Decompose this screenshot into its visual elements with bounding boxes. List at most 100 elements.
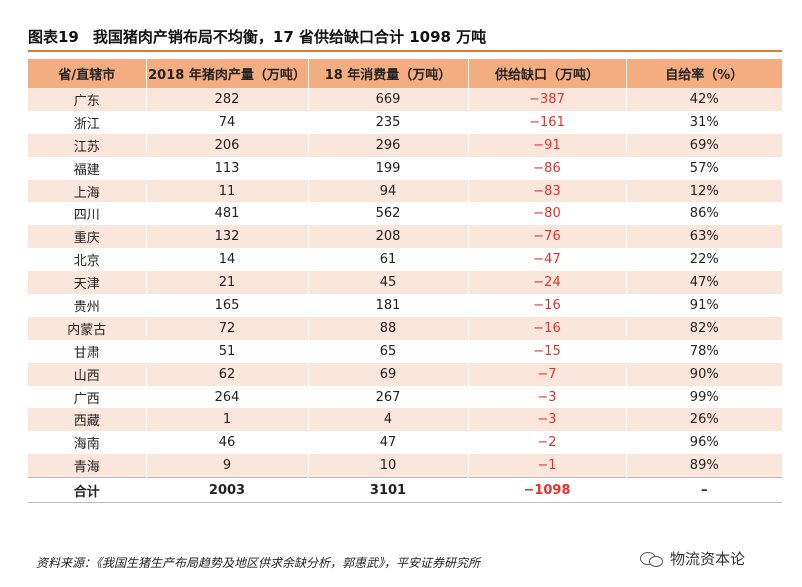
header-province: 省/直辖市 xyxy=(28,59,147,88)
table-row: 浙江 74 235 −161 31% xyxy=(28,110,782,134)
cell-province: 北京 xyxy=(28,248,147,272)
pork-supply-table: 省/直辖市 2018 年猪肉产量（万吨） 18 年消费量（万吨） 供给缺口（万吨… xyxy=(28,59,782,504)
table-row: 西藏 1 4 −3 26% xyxy=(28,408,782,432)
cell-self-sufficiency: 91% xyxy=(626,294,782,317)
table-row: 山西 62 69 −7 90% xyxy=(28,362,782,386)
cell-production: 282 xyxy=(146,88,309,111)
cell-production: 1 xyxy=(146,408,309,432)
figure-title-text: 我国猪肉产销布局不均衡，17 省供给缺口合计 1098 万吨 xyxy=(92,27,487,46)
cell-gap: −16 xyxy=(468,294,627,317)
header-production: 2018 年猪肉产量（万吨） xyxy=(146,59,309,88)
cell-production: 21 xyxy=(146,271,309,295)
cell-province: 内蒙古 xyxy=(28,316,147,340)
cell-production: 51 xyxy=(146,339,309,363)
cell-production: 9 xyxy=(146,454,309,478)
cell-gap: −7 xyxy=(468,362,627,386)
cell-gap: −76 xyxy=(468,225,627,249)
cell-consumption: 65 xyxy=(308,339,469,363)
table-row: 重庆 132 208 −76 63% xyxy=(28,225,782,249)
header-self-sufficiency: 自给率（%） xyxy=(626,59,782,88)
cell-province: 山西 xyxy=(28,362,147,386)
cell-self-sufficiency: 47% xyxy=(626,271,782,295)
cell-production: 62 xyxy=(146,362,309,386)
table-body: 广东 282 669 −387 42% 浙江 74 235 −161 31% 江苏 206 296 −91… xyxy=(28,88,782,504)
cell-province: 甘肃 xyxy=(28,339,147,363)
figure-number: 图表19 xyxy=(28,27,79,46)
cell-gap: −16 xyxy=(468,316,627,340)
cell-self-sufficiency: 42% xyxy=(626,88,782,111)
cell-self-sufficiency: 99% xyxy=(626,385,782,409)
cell-consumption: 61 xyxy=(308,248,469,272)
table-row: 北京 14 61 −47 22% xyxy=(28,248,782,272)
cell-self-sufficiency: 26% xyxy=(626,408,782,432)
cell-consumption: 199 xyxy=(308,156,469,180)
cell-production: 165 xyxy=(146,294,309,317)
cell-self-sufficiency: 90% xyxy=(626,362,782,386)
cell-consumption: 267 xyxy=(308,385,469,409)
cell-consumption: 88 xyxy=(308,316,469,340)
cell-production: 481 xyxy=(146,202,309,226)
cell-gap: −83 xyxy=(468,179,627,203)
table-row: 海南 46 47 −2 96% xyxy=(28,431,782,455)
table-row: 天津 21 45 −24 47% xyxy=(28,271,782,295)
cell-province: 江苏 xyxy=(28,133,147,157)
cell-consumption: 669 xyxy=(308,88,469,111)
cell-production: 113 xyxy=(146,156,309,180)
table-row: 四川 481 562 −80 86% xyxy=(28,202,782,226)
cell-self-sufficiency: 86% xyxy=(626,202,782,226)
cell-production: 46 xyxy=(146,431,309,455)
cell-self-sufficiency: 31% xyxy=(626,110,782,134)
table-row: 青海 9 10 −1 89% xyxy=(28,454,782,478)
cell-production: 206 xyxy=(146,133,309,157)
cell-consumption: 4 xyxy=(308,408,469,432)
total-cell-gap: −1098 xyxy=(468,477,627,504)
total-cell-production: 2003 xyxy=(146,477,309,504)
cell-consumption: 10 xyxy=(308,454,469,478)
cell-gap: −47 xyxy=(468,248,627,272)
cell-consumption: 69 xyxy=(308,362,469,386)
cell-production: 132 xyxy=(146,225,309,249)
cell-production: 11 xyxy=(146,179,309,203)
cell-province: 广东 xyxy=(28,88,147,111)
cell-gap: −86 xyxy=(468,156,627,180)
cell-consumption: 45 xyxy=(308,271,469,295)
cell-self-sufficiency: 69% xyxy=(626,133,782,157)
cell-gap: −161 xyxy=(468,110,627,134)
cell-self-sufficiency: 63% xyxy=(626,225,782,249)
cell-production: 74 xyxy=(146,110,309,134)
watermark-text: 物流资本论 xyxy=(670,550,746,568)
cell-consumption: 562 xyxy=(308,202,469,226)
cell-province: 天津 xyxy=(28,271,147,295)
cell-production: 14 xyxy=(146,248,309,272)
cell-gap: −15 xyxy=(468,339,627,363)
total-cell-self-sufficiency: – xyxy=(626,477,782,504)
table-row: 贵州 165 181 −16 91% xyxy=(28,294,782,317)
cell-province: 上海 xyxy=(28,179,147,203)
cell-gap: −24 xyxy=(468,271,627,295)
watermark: 物流资本论 xyxy=(640,548,745,569)
cell-province: 贵州 xyxy=(28,294,147,317)
cell-gap: −387 xyxy=(468,88,627,111)
cell-self-sufficiency: 78% xyxy=(626,339,782,363)
cell-consumption: 296 xyxy=(308,133,469,157)
header-consumption: 18 年消费量（万吨） xyxy=(308,59,469,88)
cell-self-sufficiency: 89% xyxy=(626,454,782,478)
cell-self-sufficiency: 96% xyxy=(626,431,782,455)
table-header-row: 省/直辖市 2018 年猪肉产量（万吨） 18 年消费量（万吨） 供给缺口（万吨… xyxy=(28,59,782,88)
table-row: 福建 113 199 −86 57% xyxy=(28,156,782,180)
total-cell-province: 合计 xyxy=(28,477,147,504)
cell-gap: −80 xyxy=(468,202,627,226)
cell-province: 海南 xyxy=(28,431,147,455)
table-total-row: 合计 2003 3101 −1098– xyxy=(28,477,782,504)
cell-gap: −1 xyxy=(468,454,627,478)
table-row: 甘肃 51 65 −15 78% xyxy=(28,339,782,363)
cell-production: 72 xyxy=(146,316,309,340)
cell-gap: −2 xyxy=(468,431,627,455)
cell-province: 福建 xyxy=(28,156,147,180)
cell-gap: −91 xyxy=(468,133,627,157)
figure-title: 图表19 我国猪肉产销布局不均衡，17 省供给缺口合计 1098 万吨 xyxy=(28,22,782,52)
table-row: 内蒙古 72 88 −16 82% xyxy=(28,316,782,340)
table-row: 上海 11 94 −83 12% xyxy=(28,179,782,203)
cell-consumption: 47 xyxy=(308,431,469,455)
cell-production: 264 xyxy=(146,385,309,409)
